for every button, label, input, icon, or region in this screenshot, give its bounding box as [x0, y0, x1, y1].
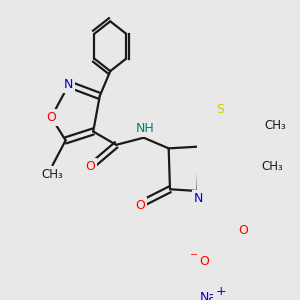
Text: S: S [216, 103, 224, 116]
Text: N: N [194, 192, 204, 205]
Text: CH₃: CH₃ [262, 160, 283, 172]
Text: O: O [199, 255, 209, 268]
Text: CH₃: CH₃ [264, 119, 286, 132]
Text: NH: NH [136, 122, 154, 135]
Text: O: O [46, 111, 56, 124]
Text: O: O [238, 224, 248, 237]
Text: N: N [64, 78, 74, 91]
Text: CH₃: CH₃ [42, 168, 63, 181]
Text: +: + [215, 285, 226, 298]
Text: O: O [136, 199, 146, 212]
Text: ⁻: ⁻ [190, 250, 198, 265]
Text: Na: Na [200, 291, 217, 300]
Text: O: O [85, 160, 95, 172]
